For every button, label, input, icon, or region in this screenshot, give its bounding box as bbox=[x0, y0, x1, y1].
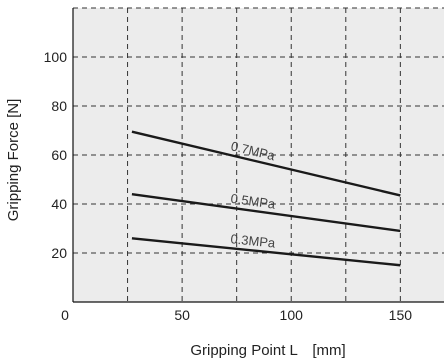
y-tick-label: 40 bbox=[51, 196, 67, 212]
x-axis-title: Gripping Point L [mm] bbox=[190, 342, 345, 359]
series-line-0.5MPa bbox=[131, 193, 401, 233]
y-tick-label: 100 bbox=[44, 49, 68, 65]
series-label-0.5MPa: 0.5MPa bbox=[230, 191, 277, 212]
y-tick-label: 60 bbox=[51, 147, 67, 163]
x-tick-label: 50 bbox=[174, 307, 190, 323]
y-axis-title: Gripping Force [N] bbox=[5, 99, 22, 222]
series-label-0.3MPa: 0.3MPa bbox=[230, 231, 277, 250]
x-tick-label: 100 bbox=[280, 307, 304, 323]
series-line-0.3MPa bbox=[131, 237, 401, 267]
x-tick-label: 0 bbox=[61, 307, 69, 323]
grid-lines bbox=[73, 7, 444, 302]
x-tick-label: 150 bbox=[389, 307, 413, 323]
y-tick-label: 80 bbox=[51, 98, 67, 114]
axes bbox=[72, 8, 444, 303]
series-line-0.7MPa bbox=[131, 130, 401, 197]
y-tick-label: 20 bbox=[51, 245, 67, 261]
tick-labels: 0 50 100 150 20 40 60 80 100 bbox=[44, 49, 413, 323]
